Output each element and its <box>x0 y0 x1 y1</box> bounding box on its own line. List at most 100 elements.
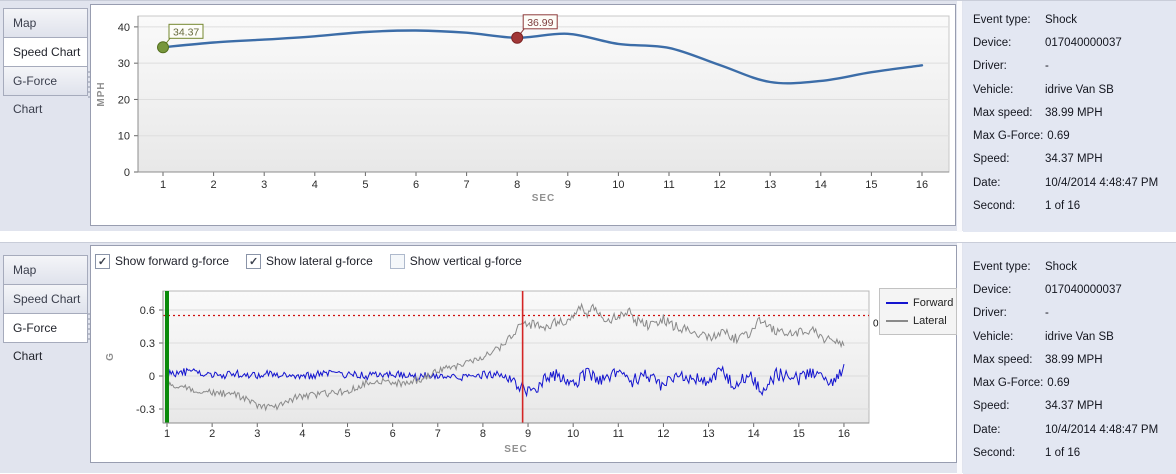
y-tick-label: 0 <box>149 371 155 383</box>
info-value: 10/4/2014 4:48:47 PM <box>1045 176 1159 189</box>
info-value: 017040000037 <box>1045 283 1122 296</box>
info-label: Vehicle: <box>973 83 1014 96</box>
x-tick-label: 11 <box>663 179 674 191</box>
y-tick-label: 0.3 <box>140 338 155 350</box>
info-row-device-: Device: 017040000037 <box>973 31 1176 54</box>
info-value: 38.99 MPH <box>1045 353 1103 366</box>
tab-speed-chart[interactable]: Speed Chart <box>3 37 88 67</box>
splitter-handle[interactable] <box>88 313 91 341</box>
info-row-date-: Date: 10/4/2014 4:48:47 PM <box>973 418 1176 441</box>
info-label: Driver: <box>973 307 1007 320</box>
y-tick-label: 40 <box>118 22 130 34</box>
info-value: 0.69 <box>1047 377 1070 390</box>
info-label: Date: <box>973 423 1001 436</box>
checkbox-label: Show lateral g-force <box>266 254 373 268</box>
info-row-date-: Date: 10/4/2014 4:48:47 PM <box>973 171 1176 194</box>
speed-panel: Map Speed Chart G-Force Chart 0 10 20 30 40 1 2 3… <box>0 0 1176 232</box>
info-value: 10/4/2014 4:48:47 PM <box>1045 423 1159 436</box>
y-tick-label: 20 <box>118 94 130 106</box>
x-tick-label: 4 <box>299 428 305 440</box>
marker-tooltip-value: 36.99 <box>527 17 553 29</box>
gforce-panel: Map Speed Chart G-Force Chart -0.3 0 0.3 0.6 1… <box>0 242 1176 474</box>
x-tick-label: 3 <box>254 428 260 440</box>
x-tick-label: 12 <box>713 179 725 191</box>
checkbox-show-lateral-g-force[interactable]: Show lateral g-force <box>246 253 373 269</box>
info-value: 34.37 MPH <box>1045 400 1103 413</box>
y-tick-label: 0 <box>124 167 130 179</box>
speed-line <box>161 29 924 85</box>
info-value: 1 of 16 <box>1045 447 1081 460</box>
plot-area[interactable] <box>162 290 870 424</box>
info-label: Max speed: <box>973 353 1033 366</box>
info-label: Speed: <box>973 400 1010 413</box>
gforce-chart[interactable]: -0.300.30.612345678910111213141516SECG0.… <box>91 246 956 462</box>
info-row-vehicle-: Vehicle: idrive Van SB <box>973 325 1176 348</box>
info-row-max-speed-: Max speed: 38.99 MPH <box>973 348 1176 371</box>
marker-tooltip <box>168 23 204 39</box>
tab-g-force-chart[interactable]: G-Force Chart <box>3 66 88 116</box>
legend-item-lateral: Lateral <box>886 312 956 330</box>
checkbox-show-vertical-g-force[interactable]: Show vertical g-force <box>389 253 522 269</box>
speed-marker-2[interactable] <box>511 31 524 44</box>
x-tick-label: 7 <box>464 179 470 191</box>
info-label: Driver: <box>973 60 1007 73</box>
checkbox-box[interactable] <box>389 253 405 269</box>
checkbox-box[interactable] <box>95 253 110 269</box>
x-tick-label: 4 <box>312 179 318 191</box>
info-value: 1 of 16 <box>1045 200 1081 213</box>
lateral-series <box>166 302 845 412</box>
info-row-driver-: Driver: - <box>973 302 1176 325</box>
info-value: 38.99 MPH <box>1045 106 1103 119</box>
checkbox-box[interactable] <box>246 253 262 269</box>
x-tick-label: 13 <box>764 179 776 191</box>
x-axis-label: SEC <box>532 193 556 204</box>
info-label: Date: <box>973 176 1001 189</box>
legend-label: Lateral <box>913 315 947 327</box>
info-value: 34.37 MPH <box>1045 153 1103 166</box>
info-label: Speed: <box>973 153 1010 166</box>
y-axis-label: G <box>105 353 116 361</box>
x-tick-label: 7 <box>435 428 441 440</box>
info-value: idrive Van SB <box>1045 330 1114 343</box>
plot-area[interactable] <box>137 15 950 173</box>
info-label: Event type: <box>973 13 1031 26</box>
gforce-checkbox-row: Show forward g-force Show lateral g-force… <box>95 250 522 272</box>
x-tick-label: 9 <box>565 179 571 191</box>
info-value: 017040000037 <box>1045 36 1122 49</box>
checkbox-label: Show vertical g-force <box>409 254 522 268</box>
info-value: Shock <box>1045 260 1077 273</box>
info-row-device-: Device: 017040000037 <box>973 278 1176 301</box>
x-tick-label: 6 <box>413 179 419 191</box>
info-value: idrive Van SB <box>1045 83 1114 96</box>
x-tick-label: 2 <box>211 179 217 191</box>
legend-swatch <box>886 320 908 322</box>
tab-strip: Map Speed Chart G-Force Chart <box>3 255 88 363</box>
x-tick-label: 3 <box>261 179 267 191</box>
x-tick-label: 5 <box>344 428 350 440</box>
info-label: Second: <box>973 200 1016 213</box>
x-tick-label: 8 <box>480 428 486 440</box>
info-row-driver-: Driver: - <box>973 55 1176 78</box>
info-row-second-: Second: 1 of 16 <box>973 194 1176 217</box>
speed-marker-1[interactable] <box>157 41 169 54</box>
tab-map[interactable]: Map <box>3 8 88 38</box>
info-row-speed-: Speed: 34.37 MPH <box>973 395 1176 418</box>
tab-map[interactable]: Map <box>3 255 88 285</box>
x-tick-label: 5 <box>362 179 368 191</box>
legend-item-forward: Forward <box>886 294 956 312</box>
x-tick-label: 1 <box>160 179 166 191</box>
event-info-panel: Event type: Shock Device: 017040000037 Drive… <box>963 1 1176 232</box>
splitter-handle[interactable] <box>88 71 91 99</box>
event-info-panel: Event type: Shock Device: 017040000037 Drive… <box>963 243 1176 474</box>
y-tick-label: 10 <box>118 131 130 143</box>
tab-g-force-chart[interactable]: G-Force Chart <box>3 313 88 363</box>
x-tick-label: 15 <box>793 428 805 440</box>
info-row-max-g-force-: Max G-Force: 0.69 <box>973 371 1176 394</box>
checkbox-show-forward-g-force[interactable]: Show forward g-force <box>95 253 229 269</box>
x-tick-label: 9 <box>525 428 531 440</box>
legend-swatch <box>886 302 908 304</box>
info-label: Second: <box>973 447 1016 460</box>
tab-speed-chart[interactable]: Speed Chart <box>3 284 88 314</box>
forward-series <box>166 363 845 398</box>
